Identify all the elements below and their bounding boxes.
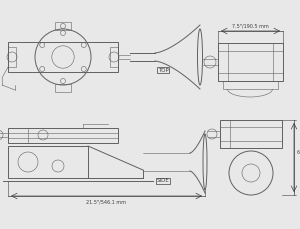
Bar — [218, 43, 283, 81]
Text: 7.5"/190.5 mm: 7.5"/190.5 mm — [232, 23, 269, 28]
Bar — [8, 42, 118, 72]
Bar — [55, 84, 71, 92]
Bar — [223, 81, 278, 89]
Text: 6.5"/165.1 mm: 6.5"/165.1 mm — [297, 150, 300, 155]
Text: TOP: TOP — [158, 68, 168, 73]
Bar — [110, 47, 118, 67]
Bar — [8, 47, 16, 67]
Text: SIDE: SIDE — [157, 178, 169, 183]
Bar — [55, 22, 71, 30]
Bar — [8, 146, 88, 178]
Bar — [220, 120, 282, 148]
Bar — [8, 128, 118, 143]
Text: 21.5"/546.1 mm: 21.5"/546.1 mm — [86, 200, 127, 205]
